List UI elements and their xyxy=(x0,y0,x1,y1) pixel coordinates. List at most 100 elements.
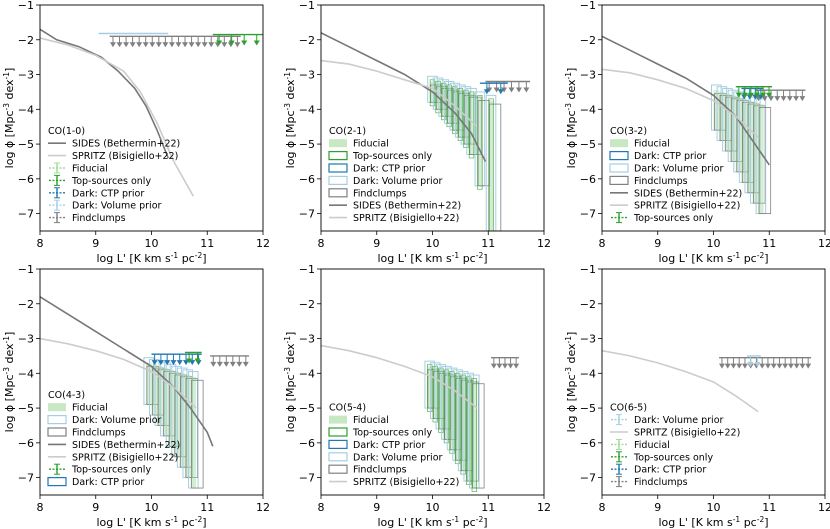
legend-item: Fiducial xyxy=(610,139,670,150)
legend-item: Fiducial xyxy=(611,438,670,451)
x-tick-label: 12 xyxy=(256,237,270,250)
legend-label: Fiducial xyxy=(72,164,108,175)
x-tick-label: 12 xyxy=(537,237,551,250)
y-tick-label: −3 xyxy=(580,333,596,346)
y-tick-label: −5 xyxy=(18,138,34,151)
legend-box-marker xyxy=(328,163,348,173)
upper-limits-dark-ctp-prior xyxy=(479,82,508,95)
y-tick-label: −1 xyxy=(299,263,315,276)
upper-limit-arrowhead xyxy=(208,42,215,48)
fiducial-box xyxy=(443,371,450,440)
legend-box-marker xyxy=(328,188,348,198)
y-tick-label: −6 xyxy=(18,173,34,186)
fiducial-box xyxy=(440,84,447,117)
upper-limit-arrowhead xyxy=(490,363,497,369)
top-sources-box xyxy=(440,82,447,121)
fiducial-box xyxy=(438,369,444,429)
upper-limit-arrowhead xyxy=(116,42,123,48)
upper-limit-arrowhead xyxy=(223,361,230,367)
upper-limit-arrowhead xyxy=(236,361,243,367)
legend-label: SIDES (Bethermin+22) xyxy=(72,139,180,150)
x-tick-label: 9 xyxy=(373,237,380,250)
top-sources-box xyxy=(432,365,438,423)
upper-limit-arrowhead xyxy=(759,363,766,369)
upper-limit-arrowhead xyxy=(175,42,182,48)
top-sources-box xyxy=(435,81,441,114)
panel-title: CO(3-2) xyxy=(610,126,647,137)
top-sources-box xyxy=(454,372,461,465)
legend-item: Dark: CTP prior xyxy=(328,439,425,451)
legend-box-marker xyxy=(328,452,348,462)
x-tick-label: 9 xyxy=(654,501,661,514)
legend-label: Dark: CTP prior xyxy=(353,164,425,175)
upper-limits-findclumps xyxy=(755,89,806,102)
y-tick-label: −3 xyxy=(18,333,34,346)
y-tick-label: −7 xyxy=(18,208,34,221)
legend-label: Dark: Volume prior xyxy=(72,201,162,212)
upper-limit-arrowhead xyxy=(201,42,208,48)
legend-item: SIDES (Bethermin+22) xyxy=(329,201,461,212)
legend-box-marker xyxy=(47,427,67,437)
upper-limit-arrowhead xyxy=(164,360,171,366)
panel-title: CO(4-3) xyxy=(48,390,85,401)
upper-limit-arrowhead xyxy=(170,360,177,366)
fiducial-box xyxy=(179,373,185,468)
upper-limit-arrowhead xyxy=(149,42,156,48)
legend-label: Findclumps xyxy=(353,465,407,476)
legend-label: Top-sources only xyxy=(633,452,713,463)
upper-limits-dark-volume-prior xyxy=(746,355,761,367)
y-tick-label: −2 xyxy=(299,298,315,311)
spritz-line xyxy=(321,59,478,128)
y-tick-label: −2 xyxy=(580,298,596,311)
spritz-line xyxy=(321,344,478,409)
legend-label: SPRITZ (Bisigiello+22) xyxy=(72,151,178,162)
legend-label: Dark: Volume prior xyxy=(353,176,443,187)
x-tick-label: 9 xyxy=(92,501,99,514)
legend-label: Dark: CTP prior xyxy=(634,151,706,162)
y-tick-label: −6 xyxy=(580,173,596,186)
legend-item: Dark: CTP prior xyxy=(47,477,144,488)
fiducial-box xyxy=(719,91,725,141)
legend-label: Findclumps xyxy=(72,428,126,439)
upper-limit-arrowhead xyxy=(776,363,783,369)
volume-prior-box xyxy=(485,94,497,231)
upper-limit-arrowhead xyxy=(216,361,223,367)
y-tick-label: −6 xyxy=(18,437,34,450)
fiducial-box xyxy=(746,100,753,193)
fiducial-box xyxy=(758,104,764,214)
legend-box-marker xyxy=(47,477,67,487)
y-tick-label: −1 xyxy=(580,263,596,276)
legend-item: Top-sources only xyxy=(328,427,432,439)
upper-limit-arrowhead xyxy=(483,89,490,95)
x-axis-label: log L' [K km s-1 pc-2] xyxy=(658,515,768,529)
y-tick-label: −6 xyxy=(299,437,315,450)
legend-box-marker xyxy=(328,464,348,474)
fiducial-box xyxy=(457,90,464,138)
legend-box-marker xyxy=(328,151,348,161)
legend-item: Dark: Volume prior xyxy=(609,163,724,175)
legend-item: Top-sources only xyxy=(49,174,151,187)
upper-limit-arrowhead xyxy=(189,360,196,366)
x-axis-label: log L' [K km s-1 pc-2] xyxy=(377,515,487,529)
y-tick-label: −3 xyxy=(18,69,34,82)
upper-limit-arrowhead xyxy=(774,96,781,102)
fiducial-box xyxy=(752,102,759,204)
x-tick-label: 9 xyxy=(373,501,380,514)
y-tick-label: −5 xyxy=(299,138,315,151)
panel-5: 8 9 10 11 12 −7 −6 −5 −4 −3 −2 −1 log L' [K km s-1 p… xyxy=(283,263,552,529)
y-tick-label: −6 xyxy=(580,437,596,450)
upper-limits-top-sources-only xyxy=(184,351,202,364)
legend-item: Fiducial xyxy=(48,403,108,414)
legend-label: SPRITZ (Bisigiello+22) xyxy=(353,213,459,224)
upper-limit-arrowhead xyxy=(767,96,774,102)
spritz-line xyxy=(602,68,759,138)
top-sources-box xyxy=(427,364,433,412)
upper-limit-arrowhead xyxy=(747,361,754,367)
upper-limit-arrowhead xyxy=(176,360,183,366)
top-sources-box xyxy=(488,98,494,231)
findclumps-box xyxy=(472,383,485,489)
top-sources-box xyxy=(471,378,477,492)
y-tick-label: −4 xyxy=(18,367,34,380)
panel-6: 8 9 10 11 12 −7 −6 −5 −4 −3 −2 −1 log L' [K km s-1 p… xyxy=(564,263,830,529)
